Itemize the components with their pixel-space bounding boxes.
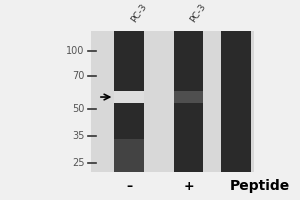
Text: 35: 35 [72,131,85,141]
Text: +: + [183,180,194,193]
FancyBboxPatch shape [91,31,254,172]
Text: 70: 70 [72,71,85,81]
Text: 100: 100 [66,46,85,56]
Text: 25: 25 [72,158,85,168]
Bar [114,91,144,103]
Text: Peptide: Peptide [230,179,290,193]
Text: –: – [126,180,132,193]
Bar [114,31,144,172]
Bar [114,139,144,172]
Bar [221,31,251,172]
Text: PC-3: PC-3 [189,2,208,24]
Bar [174,31,203,172]
Text: PC-3: PC-3 [129,2,148,24]
Bar [174,91,203,103]
Text: 50: 50 [72,104,85,114]
